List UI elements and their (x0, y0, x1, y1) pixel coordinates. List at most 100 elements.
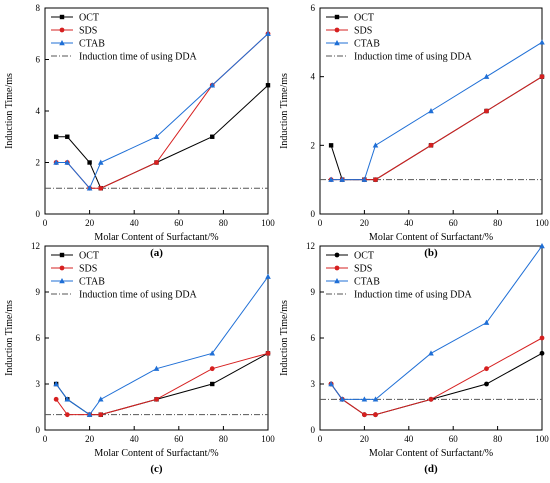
data-point-sds (484, 366, 489, 372)
data-point-sds (98, 185, 104, 191)
legend-label-sds: SDS (79, 264, 97, 275)
chart-panel-4: 0 20 40 60 80 100 0 3 6 9 12 Molar Content of Surfa… (279, 241, 549, 475)
legend-marker-ctab (59, 40, 65, 46)
y-tick-label: 3 (311, 379, 316, 389)
data-point-oct (210, 381, 215, 387)
x-axis-label: Molar Content of Surfactant/% (369, 448, 493, 459)
data-point-ctab (64, 159, 71, 165)
y-tick-label: 6 (36, 55, 41, 65)
y-tick-label: 0 (311, 209, 316, 219)
x-tick-label: 0 (43, 434, 48, 444)
x-tick-label: 60 (449, 218, 459, 228)
chart-panel-1: 0 20 40 60 80 100 0 2 4 6 8 Molar Content of Surfac… (4, 3, 275, 259)
x-tick-label: 60 (449, 434, 459, 444)
legend-marker-oct (59, 14, 65, 20)
data-point-sds (539, 335, 545, 341)
legend-marker-ctab (334, 278, 340, 284)
legend: OCT SDS CTAB Induction time of using DDA (326, 13, 473, 63)
data-point-oct (265, 83, 271, 88)
legend-label-sds: SDS (79, 26, 97, 37)
legend-marker-oct (59, 252, 65, 258)
data-point-ctab (372, 396, 379, 402)
y-tick-label: 2 (36, 158, 41, 168)
data-point-sds (64, 412, 70, 418)
panel-label: (c) (150, 463, 163, 475)
x-tick-label: 80 (219, 434, 229, 444)
y-axis-label: Induction Time/ms (279, 300, 290, 376)
legend-label-dda: Induction time of using DDA (79, 52, 198, 63)
legend-marker-oct (334, 14, 340, 20)
data-point-oct (87, 160, 92, 165)
data-point-oct (328, 143, 334, 148)
legend-label-oct: OCT (79, 13, 99, 24)
legend-label-sds: SDS (354, 264, 372, 275)
y-tick-label: 0 (36, 209, 41, 219)
y-axis-label: Induction Time/ms (279, 73, 290, 149)
data-point-ctab (53, 381, 59, 387)
legend-marker-sds (59, 265, 65, 271)
x-tick-label: 40 (404, 218, 414, 228)
x-tick-label: 40 (404, 434, 414, 444)
data-point-sds (428, 142, 434, 148)
y-tick-label: 0 (36, 425, 41, 435)
data-point-oct (53, 134, 59, 139)
x-axis-label: Molar Content of Surfactant/% (94, 232, 218, 243)
y-tick-label: 8 (36, 3, 41, 13)
x-tick-label: 0 (318, 218, 323, 228)
series-line-sds (55, 352, 269, 416)
data-point-ctab (372, 142, 379, 148)
x-tick-label: 80 (219, 218, 229, 228)
x-tick-label: 20 (85, 434, 95, 444)
y-tick-label: 9 (36, 287, 41, 297)
data-point-ctab (361, 176, 368, 182)
y-tick-label: 12 (306, 241, 315, 251)
data-point-oct (539, 350, 545, 356)
x-tick-label: 40 (130, 218, 140, 228)
y-tick-label: 4 (36, 106, 41, 116)
legend: OCT SDS CTAB Induction time of using DDA (326, 251, 473, 301)
legend-label-dda: Induction time of using DDA (354, 290, 473, 301)
data-point-sds (428, 396, 434, 402)
data-point-sds (154, 160, 159, 165)
data-point-ctab (265, 30, 271, 36)
legend-marker-sds (334, 27, 340, 33)
data-point-sds (209, 366, 215, 372)
data-point-ctab (209, 82, 216, 88)
legend-marker-ctab (59, 278, 65, 284)
legend-marker-sds (59, 27, 65, 33)
data-point-ctab (483, 73, 490, 79)
data-point-ctab (97, 396, 104, 402)
x-tick-label: 20 (85, 218, 95, 228)
data-point-ctab (209, 350, 216, 356)
series-line-oct (56, 84, 269, 189)
x-tick-label: 60 (174, 434, 184, 444)
data-point-sds (539, 74, 545, 80)
data-point-sds (53, 396, 59, 402)
x-tick-label: 100 (261, 434, 275, 444)
x-tick-label: 100 (535, 434, 549, 444)
series-line-ctab (331, 41, 543, 181)
series-line-sds (331, 76, 543, 181)
x-tick-label: 80 (493, 434, 503, 444)
legend: OCT SDS CTAB Induction time of using DDA (51, 251, 198, 301)
data-point-ctab (539, 243, 545, 249)
data-point-ctab (153, 133, 160, 139)
y-axis-label: Induction Time/ms (4, 300, 15, 376)
legend-label-oct: OCT (354, 13, 374, 24)
y-tick-label: 9 (311, 287, 316, 297)
data-point-oct (65, 134, 70, 139)
y-tick-label: 2 (311, 140, 316, 150)
legend-label-ctab: CTAB (354, 277, 380, 288)
legend-marker-oct (334, 252, 340, 258)
legend-marker-ctab (334, 40, 340, 46)
legend-label-sds: SDS (354, 26, 372, 37)
data-point-ctab (86, 185, 93, 191)
y-tick-label: 0 (311, 425, 316, 435)
data-point-sds (265, 350, 271, 356)
data-point-ctab (483, 319, 490, 325)
legend-label-dda: Induction time of using DDA (79, 290, 198, 301)
y-tick-label: 12 (31, 241, 40, 251)
data-point-ctab (339, 176, 345, 182)
chart-panel-2: 0 20 40 60 80 100 0 2 4 6 Molar Content of Surfact… (279, 3, 549, 259)
legend-label-oct: OCT (79, 251, 99, 262)
